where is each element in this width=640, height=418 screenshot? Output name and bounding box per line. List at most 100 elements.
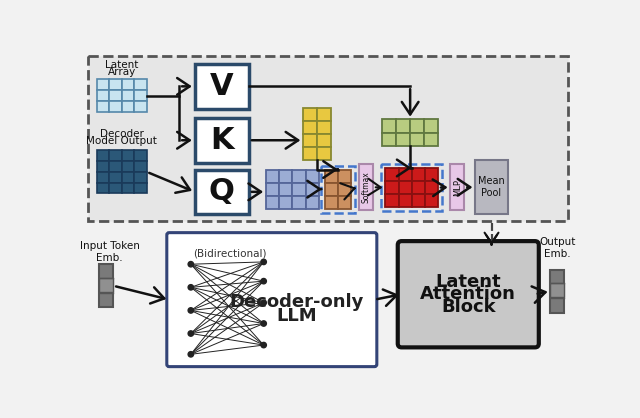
- Bar: [412, 194, 425, 207]
- Text: Latent: Latent: [105, 60, 138, 70]
- Bar: [305, 183, 319, 196]
- Bar: [97, 161, 109, 172]
- Bar: [381, 164, 442, 211]
- Bar: [122, 161, 134, 172]
- Text: Model Output: Model Output: [86, 136, 157, 146]
- Bar: [292, 183, 305, 196]
- Bar: [134, 79, 147, 90]
- Bar: [425, 168, 438, 181]
- Text: Q: Q: [209, 177, 235, 206]
- Bar: [97, 79, 109, 90]
- Text: Block: Block: [441, 298, 495, 316]
- Bar: [97, 183, 109, 194]
- Bar: [279, 183, 292, 196]
- Bar: [412, 168, 425, 181]
- Bar: [325, 196, 338, 209]
- Bar: [122, 150, 134, 161]
- Bar: [109, 161, 122, 172]
- Bar: [109, 172, 122, 183]
- Bar: [550, 270, 564, 313]
- Bar: [122, 101, 134, 112]
- Text: Decoder-only: Decoder-only: [229, 293, 364, 311]
- Bar: [122, 90, 134, 101]
- Bar: [195, 118, 249, 163]
- Circle shape: [188, 308, 193, 313]
- Bar: [321, 166, 355, 213]
- Bar: [134, 161, 147, 172]
- Bar: [305, 196, 319, 209]
- Bar: [424, 133, 438, 145]
- Bar: [451, 164, 465, 210]
- Bar: [425, 181, 438, 194]
- FancyBboxPatch shape: [167, 233, 377, 367]
- Bar: [303, 134, 317, 147]
- Bar: [97, 101, 109, 112]
- Text: Output
Emb.: Output Emb.: [540, 237, 575, 259]
- Bar: [266, 183, 279, 196]
- FancyBboxPatch shape: [397, 241, 539, 347]
- Bar: [399, 181, 412, 194]
- Bar: [97, 90, 109, 101]
- Bar: [195, 170, 249, 214]
- Circle shape: [261, 259, 266, 265]
- Bar: [410, 133, 424, 145]
- Text: Softmax: Softmax: [362, 171, 371, 203]
- Bar: [134, 150, 147, 161]
- Bar: [410, 120, 424, 133]
- Bar: [134, 101, 147, 112]
- Bar: [317, 134, 331, 147]
- Bar: [109, 101, 122, 112]
- Bar: [99, 264, 113, 307]
- Bar: [279, 170, 292, 183]
- Circle shape: [261, 321, 266, 326]
- Circle shape: [188, 331, 193, 336]
- Bar: [99, 278, 113, 292]
- Text: Mean
Pool: Mean Pool: [478, 176, 505, 198]
- Bar: [382, 120, 396, 133]
- Bar: [325, 170, 338, 183]
- Text: Decoder: Decoder: [100, 130, 144, 140]
- Bar: [88, 56, 568, 221]
- Text: Array: Array: [108, 67, 136, 77]
- Circle shape: [188, 285, 193, 290]
- Bar: [476, 160, 508, 214]
- Text: Input Token
Emb.: Input Token Emb.: [79, 241, 140, 263]
- Bar: [385, 168, 399, 181]
- Bar: [109, 79, 122, 90]
- Bar: [292, 196, 305, 209]
- Bar: [396, 133, 410, 145]
- Bar: [122, 183, 134, 194]
- Bar: [338, 196, 351, 209]
- Bar: [399, 194, 412, 207]
- Bar: [109, 150, 122, 161]
- Bar: [325, 183, 338, 196]
- Bar: [195, 64, 249, 109]
- Bar: [317, 147, 331, 160]
- Bar: [279, 196, 292, 209]
- Bar: [385, 181, 399, 194]
- Bar: [97, 150, 109, 161]
- Bar: [385, 194, 399, 207]
- Text: Attention: Attention: [420, 285, 516, 303]
- Bar: [303, 108, 317, 121]
- Circle shape: [261, 342, 266, 348]
- Bar: [399, 168, 412, 181]
- Bar: [292, 170, 305, 183]
- Bar: [109, 183, 122, 194]
- Bar: [382, 133, 396, 145]
- Text: MLP: MLP: [453, 179, 462, 196]
- Bar: [266, 170, 279, 183]
- Bar: [266, 196, 279, 209]
- Bar: [305, 170, 319, 183]
- Bar: [317, 108, 331, 121]
- Text: LLM: LLM: [276, 307, 317, 325]
- Bar: [338, 170, 351, 183]
- Bar: [97, 172, 109, 183]
- Bar: [424, 120, 438, 133]
- Circle shape: [261, 300, 266, 306]
- Bar: [359, 164, 373, 210]
- Bar: [109, 90, 122, 101]
- Bar: [122, 172, 134, 183]
- Bar: [396, 120, 410, 133]
- Bar: [412, 181, 425, 194]
